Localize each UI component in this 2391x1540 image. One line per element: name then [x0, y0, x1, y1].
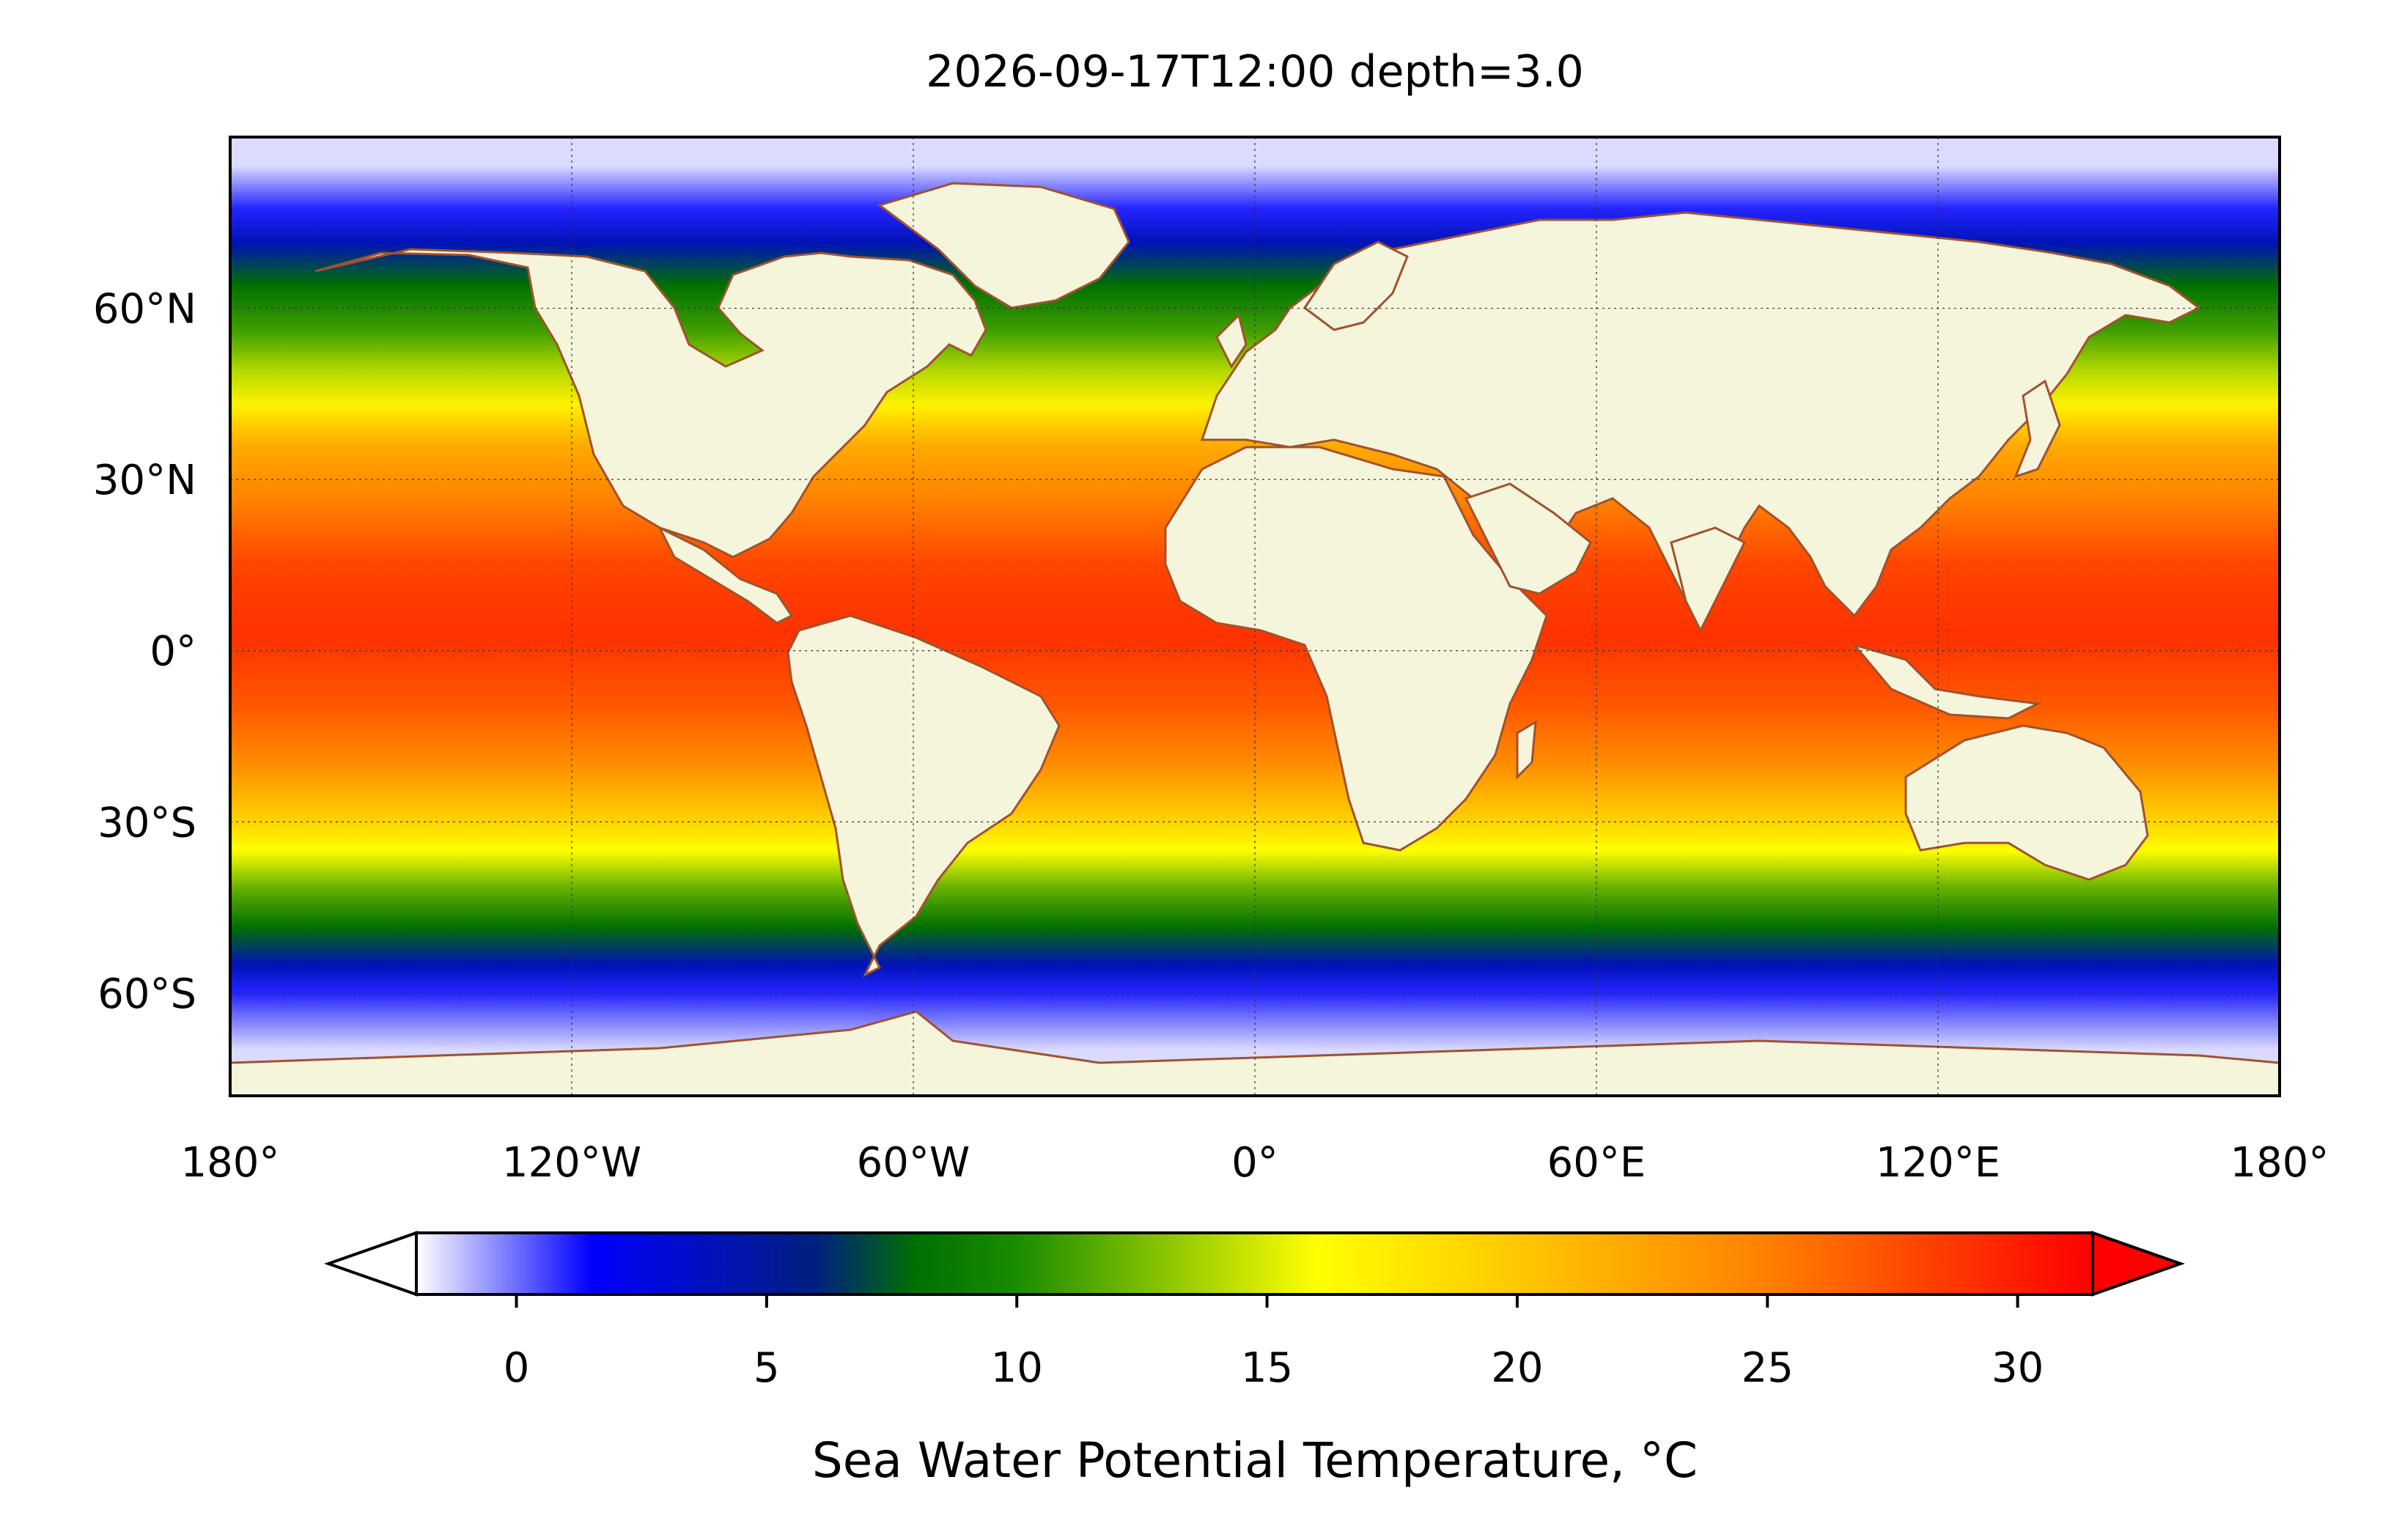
map-frame	[229, 136, 2281, 1097]
land-japan	[2014, 379, 2061, 479]
lon-tick-label: 120°E	[1876, 1139, 2000, 1187]
lon-tick-label: 60°E	[1547, 1139, 1646, 1187]
land-madagascar	[1516, 720, 1537, 780]
colorbar: 0 5 10 15 20 25 30 Sea Water Potential Tempera…	[323, 1231, 2186, 1489]
lon-tick-label: 60°W	[857, 1139, 970, 1187]
land-masses	[230, 182, 2280, 1096]
land-indonesia	[1851, 643, 2042, 720]
lat-tick-labels: 60°N 30°N 0° 30°S 60°S	[93, 286, 196, 1018]
lat-tick-label: 60°N	[93, 286, 196, 334]
lat-tick-label: 0°	[150, 628, 196, 676]
colorbar-label: Sea Water Potential Temperature, °C	[812, 1432, 1698, 1489]
lon-tick-label: 180°	[181, 1139, 280, 1187]
land-antarctica	[230, 1010, 2280, 1096]
lat-tick-label: 60°S	[97, 970, 196, 1018]
land-central-america	[657, 525, 794, 625]
map-gridlines	[230, 137, 2280, 1096]
colorbar-extend-min	[323, 1231, 418, 1297]
colorbar-tick-label: 20	[1491, 1344, 1543, 1392]
colorbar-tick-label: 5	[754, 1344, 780, 1392]
colorbar-tick-label: 15	[1241, 1344, 1293, 1392]
colorbar-tick-label: 25	[1742, 1344, 1794, 1392]
land-uk	[1215, 313, 1248, 369]
lon-tick-label: 180°	[2230, 1139, 2329, 1187]
land-scandinavia	[1303, 240, 1409, 331]
colorbar-body	[415, 1231, 2094, 1296]
lat-tick-label: 30°S	[97, 799, 196, 847]
lat-tick-label: 30°N	[93, 457, 196, 504]
colorbar-tick-label: 30	[1992, 1344, 2044, 1392]
colorbar-ticks: 0 5 10 15 20 25 30	[504, 1294, 2044, 1392]
map-title: 2026-09-17T12:00 depth=3.0	[926, 46, 1584, 97]
land-australia	[1904, 724, 2149, 881]
land-arabia	[1464, 482, 1592, 595]
lon-tick-label: 120°W	[502, 1139, 641, 1187]
colorbar-extend-max	[2091, 1231, 2186, 1297]
map-area	[230, 137, 2280, 1096]
colorbar-tick-label: 0	[504, 1344, 530, 1392]
land-south-america	[786, 614, 1061, 978]
land-greenland	[877, 182, 1130, 309]
colorbar-label-unit: °C	[1640, 1432, 1698, 1489]
colorbar-tick-label: 10	[991, 1344, 1043, 1392]
lon-tick-labels: 180° 120°W 60°W 0° 60°E 120°E 180°	[181, 1139, 2329, 1187]
land-north-america	[314, 248, 987, 559]
land-africa	[1164, 446, 1548, 852]
colorbar-label-text: Sea Water Potential Temperature,	[812, 1432, 1625, 1489]
land-india	[1670, 526, 1747, 633]
lon-tick-label: 0°	[1231, 1139, 1278, 1187]
